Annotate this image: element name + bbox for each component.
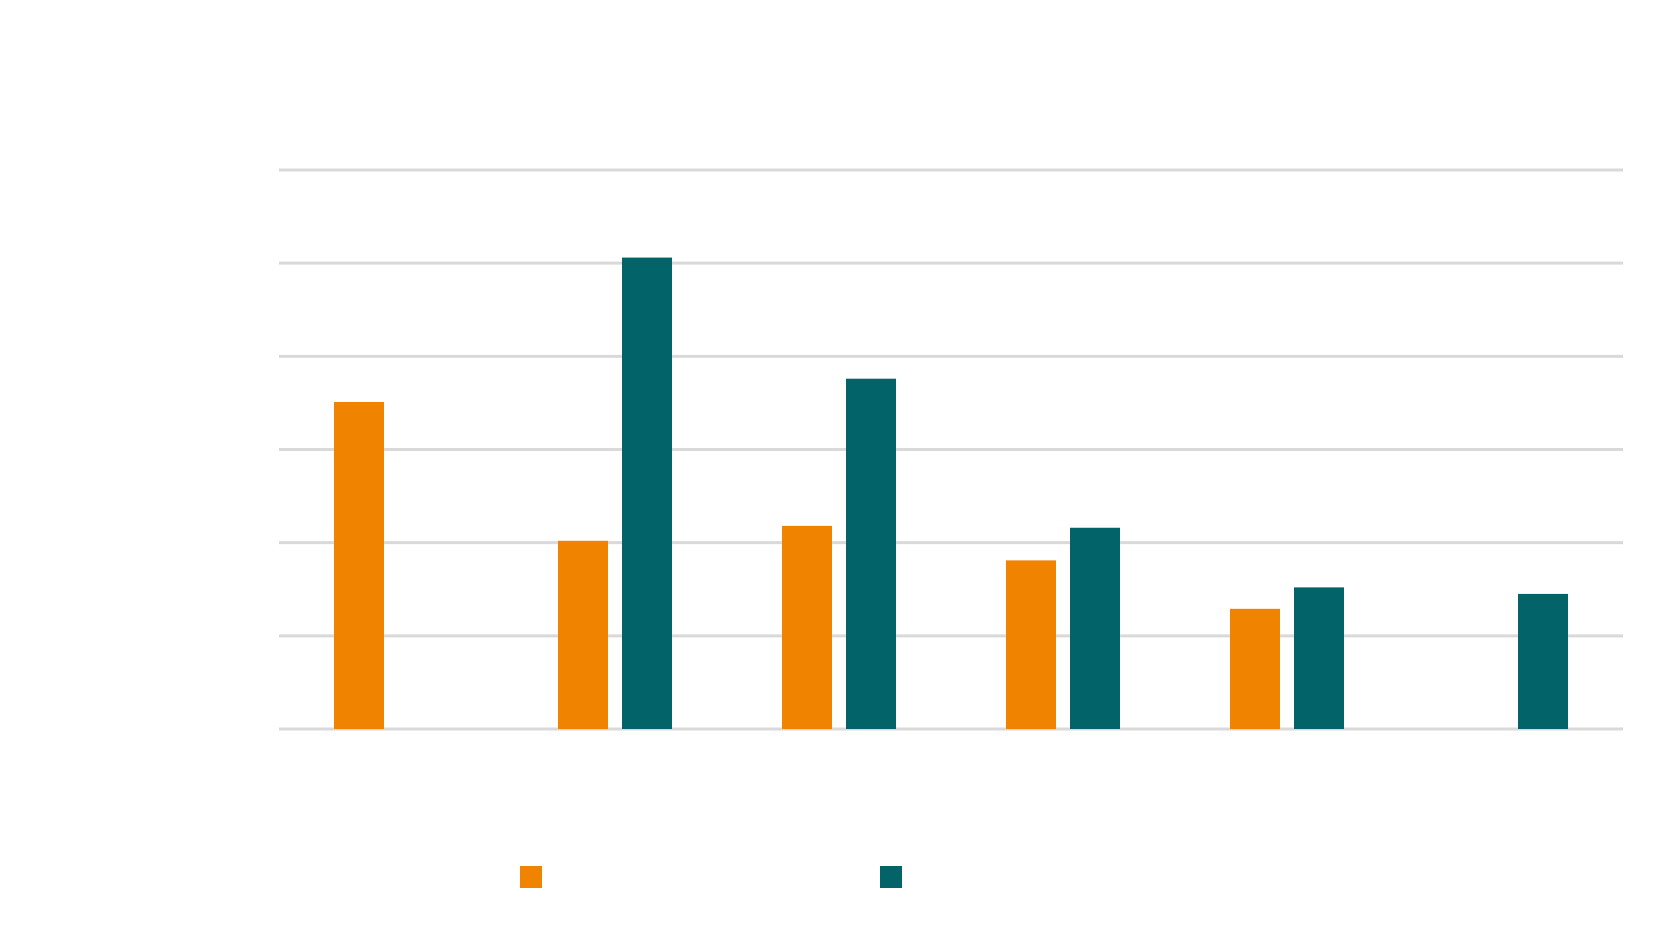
bar-series-1-category-5	[1230, 608, 1280, 729]
bar-series-2-category-4	[1070, 527, 1120, 729]
bars	[334, 257, 1568, 729]
bar-series-2-category-6	[1518, 593, 1568, 729]
bar-series-1-category-3	[782, 525, 832, 729]
bar-series-2-category-3	[846, 378, 896, 729]
bar-series-2-category-2	[622, 257, 672, 729]
bar-series-1-category-2	[558, 540, 608, 729]
bar-series-1-category-1	[334, 401, 384, 729]
gridlines	[279, 168, 1623, 731]
legend-swatch-1	[520, 866, 542, 888]
legend	[520, 866, 902, 888]
bar-series-2-category-5	[1294, 587, 1344, 729]
bar-series-1-category-4	[1006, 560, 1056, 729]
legend-swatch-2	[880, 866, 902, 888]
